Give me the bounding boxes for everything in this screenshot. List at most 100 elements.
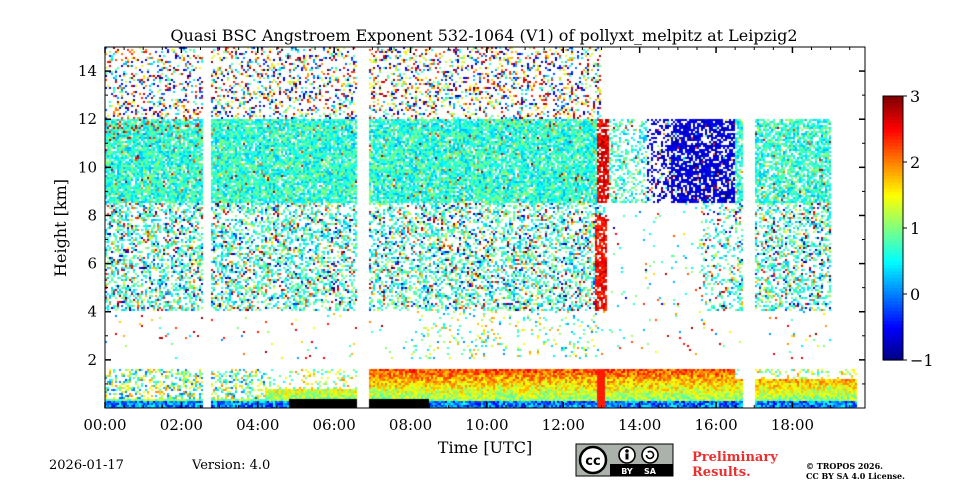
colorbar-segment: [883, 234, 903, 239]
colorbar-segment: [883, 320, 903, 325]
y-tick-label: 2: [87, 351, 97, 369]
colorbar-segment: [883, 185, 903, 189]
colorbar-segment: [883, 162, 903, 166]
colorbar-segment: [883, 155, 903, 160]
colorbar-segment: [883, 346, 903, 351]
colorbar-segment: [883, 129, 903, 133]
colorbar-segment: [883, 214, 903, 219]
colorbar-segment: [883, 254, 903, 259]
colorbar-segment: [883, 145, 903, 150]
colorbar-segment: [883, 257, 903, 262]
colorbar-segment: [883, 287, 903, 292]
license-line2: CC BY SA 4.0 License.: [806, 471, 905, 481]
colorbar-segment: [883, 148, 903, 153]
cc-license-badge: cc BY SA: [575, 443, 674, 477]
colorbar-tick-label: 2: [910, 153, 920, 172]
colorbar-segment: [883, 270, 903, 275]
colorbar-segment: [883, 277, 903, 282]
colorbar-segment: [883, 303, 903, 308]
preliminary-line1: Preliminary: [692, 450, 778, 465]
y-tick-label: 4: [87, 303, 97, 321]
colorbar-segment: [883, 132, 903, 137]
colorbar-segment: [883, 168, 903, 173]
colorbar-segment: [883, 343, 903, 348]
colorbar-segment: [883, 340, 903, 345]
chart-title: Quasi BSC Angstroem Exponent 532-1064 (V…: [170, 26, 797, 45]
footer-date: 2026-01-17: [49, 458, 124, 473]
colorbar-tick-label: 0: [910, 285, 920, 304]
colorbar-segment: [883, 211, 903, 216]
x-tick-label: 06:00: [313, 416, 356, 434]
x-tick-label: 02:00: [160, 416, 203, 434]
colorbar-segment: [883, 105, 903, 110]
colorbar-segment: [883, 284, 903, 288]
colorbar-segment: [883, 317, 903, 321]
heatmap-image: [105, 47, 865, 408]
cc-logo-icon: [578, 445, 608, 475]
colorbar-segment: [883, 125, 903, 130]
license-line1: © TROPOS 2026.: [806, 461, 883, 471]
x-tick-label: 00:00: [83, 416, 126, 434]
colorbar-segment: [883, 204, 903, 209]
heatmap-field: [105, 47, 865, 408]
colorbar-segment: [883, 175, 903, 180]
colorbar-segment: [883, 244, 903, 249]
cc-logo-text: cc: [585, 454, 600, 469]
colorbar-segment: [883, 297, 903, 302]
colorbar-segment: [883, 290, 903, 295]
colorbar-segment: [883, 356, 903, 361]
x-tick-label: 14:00: [618, 416, 661, 434]
colorbar-segment: [883, 198, 903, 203]
y-tick-label: 6: [87, 255, 97, 273]
colorbar-segment: [883, 115, 903, 120]
colorbar-segment: [883, 294, 903, 298]
colorbar-segment: [883, 138, 903, 143]
colorbar-segment: [883, 165, 903, 170]
colorbar-segment: [883, 178, 903, 183]
colorbar-segment: [883, 280, 903, 285]
colorbar-segment: [883, 350, 903, 354]
preliminary-line2: Results.: [692, 465, 751, 480]
colorbar-segment: [883, 237, 903, 242]
footer-version: Version: 4.0: [192, 458, 271, 473]
colorbar-segment: [883, 307, 903, 312]
colorbar-segment: [883, 181, 903, 186]
x-tick-label: 08:00: [389, 416, 432, 434]
colorbar: −1 0 1 2 3: [882, 87, 934, 370]
colorbar-tick-label: 1: [910, 219, 920, 238]
cc-sa-label: SA: [644, 467, 657, 476]
plot-frame: [104, 46, 866, 409]
colorbar-tick-label: 3: [910, 87, 920, 106]
colorbar-segment: [883, 142, 903, 147]
chart-axes: 00:00 02:00 04:00 06:00 08:00 10:00 12:00 14:00…: [78, 46, 866, 434]
colorbar-tick-label: −1: [910, 351, 934, 370]
colorbar-segment: [883, 261, 903, 265]
colorbar-segment: [883, 201, 903, 206]
y-tick-label: 10: [78, 158, 97, 176]
x-tick-label: 16:00: [694, 416, 737, 434]
colorbar-segment: [883, 228, 903, 232]
share-alike-icon: [641, 446, 659, 464]
preliminary-notice: Preliminary Results.: [692, 450, 778, 480]
colorbar-segment: [883, 241, 903, 246]
colorbar-segment: [883, 300, 903, 305]
colorbar-segment: [883, 221, 903, 226]
colorbar-segment: [883, 102, 903, 107]
colorbar-segment: [883, 224, 903, 229]
colorbar-segment: [883, 274, 903, 279]
colorbar-segment: [883, 119, 903, 123]
cc-by-label: BY: [621, 467, 633, 476]
x-tick-label: 10:00: [465, 416, 508, 434]
colorbar-segment: [883, 96, 903, 100]
colorbar-segment: [883, 112, 903, 117]
colorbar-segment: [883, 191, 903, 196]
colorbar-segment: [883, 231, 903, 236]
colorbar-segment: [883, 135, 903, 140]
colorbar-segment: [883, 264, 903, 269]
license-notice: © TROPOS 2026. CC BY SA 4.0 License.: [806, 461, 905, 481]
colorbar-segment: [883, 99, 903, 104]
x-tick-label: 04:00: [236, 416, 279, 434]
colorbar-segment: [883, 122, 903, 127]
colorbar-segment: [883, 323, 903, 328]
